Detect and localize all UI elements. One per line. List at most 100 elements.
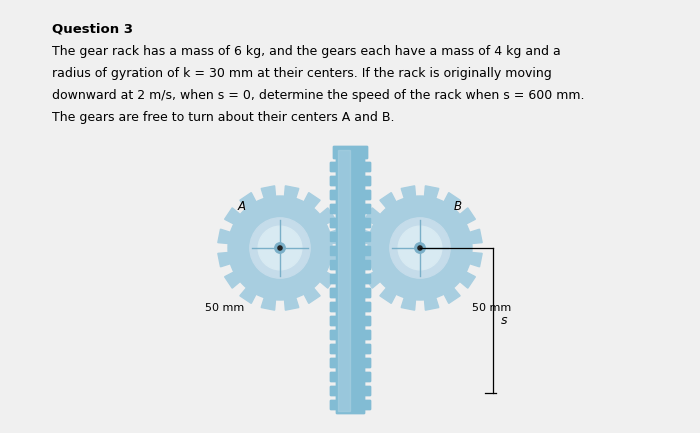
Bar [330, 260, 336, 269]
Bar [330, 274, 336, 283]
Polygon shape [325, 229, 342, 244]
Bar [330, 386, 336, 395]
Bar [364, 302, 370, 311]
Bar [364, 190, 370, 199]
Bar [336, 148, 364, 413]
Circle shape [418, 246, 422, 250]
Bar [330, 386, 336, 395]
Bar [330, 344, 336, 353]
Bar [330, 400, 336, 409]
Bar [364, 176, 370, 185]
Bar [330, 218, 336, 227]
Polygon shape [424, 293, 439, 310]
Bar [364, 400, 370, 409]
Bar [330, 372, 336, 381]
Bar [330, 204, 336, 213]
Polygon shape [380, 284, 398, 304]
Bar [364, 260, 370, 269]
Polygon shape [456, 270, 475, 288]
Bar [364, 316, 370, 325]
Polygon shape [302, 284, 320, 304]
Bar [330, 316, 336, 325]
Bar [330, 246, 336, 255]
Polygon shape [365, 270, 384, 288]
Bar [364, 288, 370, 297]
Circle shape [228, 196, 332, 300]
Polygon shape [316, 208, 335, 226]
Text: The gear rack has a mass of 6 kg, and the gears each have a mass of 4 kg and a: The gear rack has a mass of 6 kg, and th… [52, 45, 561, 58]
Bar [364, 316, 370, 325]
Bar [330, 344, 336, 353]
Bar [330, 232, 336, 241]
Bar [330, 190, 336, 199]
Polygon shape [240, 284, 258, 304]
Text: The gears are free to turn about their centers A and B.: The gears are free to turn about their c… [52, 111, 395, 124]
Text: B: B [454, 200, 462, 213]
Bar [364, 274, 370, 283]
Circle shape [390, 218, 450, 278]
Bar [330, 176, 336, 185]
Bar [330, 288, 336, 297]
Polygon shape [442, 193, 460, 212]
Bar [364, 218, 370, 227]
Bar [330, 260, 336, 269]
Bar [364, 246, 370, 255]
Bar [364, 190, 370, 199]
Polygon shape [325, 252, 342, 267]
Bar [330, 372, 336, 381]
Circle shape [398, 226, 442, 270]
Circle shape [368, 196, 472, 300]
Polygon shape [465, 229, 482, 244]
Polygon shape [358, 252, 375, 267]
Polygon shape [465, 252, 482, 267]
Bar [330, 162, 336, 171]
Bar [364, 204, 370, 213]
Bar [364, 176, 370, 185]
Text: downward at 2 m/s, when s = 0, determine the speed of the rack when s = 600 mm.: downward at 2 m/s, when s = 0, determine… [52, 89, 584, 102]
Bar [330, 288, 336, 297]
Text: 50 mm: 50 mm [205, 303, 244, 313]
Polygon shape [316, 270, 335, 288]
Bar [330, 316, 336, 325]
Bar [364, 386, 370, 395]
Circle shape [415, 243, 425, 253]
Bar [364, 162, 370, 171]
Bar [364, 358, 370, 367]
Text: 50 mm: 50 mm [473, 303, 512, 313]
Polygon shape [284, 186, 299, 204]
Polygon shape [218, 252, 235, 267]
Polygon shape [401, 293, 416, 310]
Bar [330, 302, 336, 311]
Circle shape [278, 246, 282, 250]
Polygon shape [302, 193, 320, 212]
Bar [364, 232, 370, 241]
Circle shape [258, 226, 302, 270]
Bar [330, 232, 336, 241]
Polygon shape [240, 193, 258, 212]
Bar [364, 330, 370, 339]
Bar [330, 274, 336, 283]
Polygon shape [401, 186, 416, 204]
Bar [364, 358, 370, 367]
Bar [364, 400, 370, 409]
Bar [364, 218, 370, 227]
Bar [364, 246, 370, 255]
Bar [364, 204, 370, 213]
Bar [330, 358, 336, 367]
Polygon shape [380, 193, 398, 212]
Polygon shape [365, 208, 384, 226]
Bar [330, 218, 336, 227]
Polygon shape [456, 208, 475, 226]
Bar [336, 148, 364, 413]
Bar [364, 232, 370, 241]
Bar [364, 372, 370, 381]
Bar [330, 330, 336, 339]
Bar [330, 302, 336, 311]
Circle shape [275, 243, 285, 253]
Bar [364, 386, 370, 395]
Bar [330, 176, 336, 185]
Circle shape [250, 218, 310, 278]
Text: A: A [238, 200, 246, 213]
Bar [364, 330, 370, 339]
Bar [330, 358, 336, 367]
